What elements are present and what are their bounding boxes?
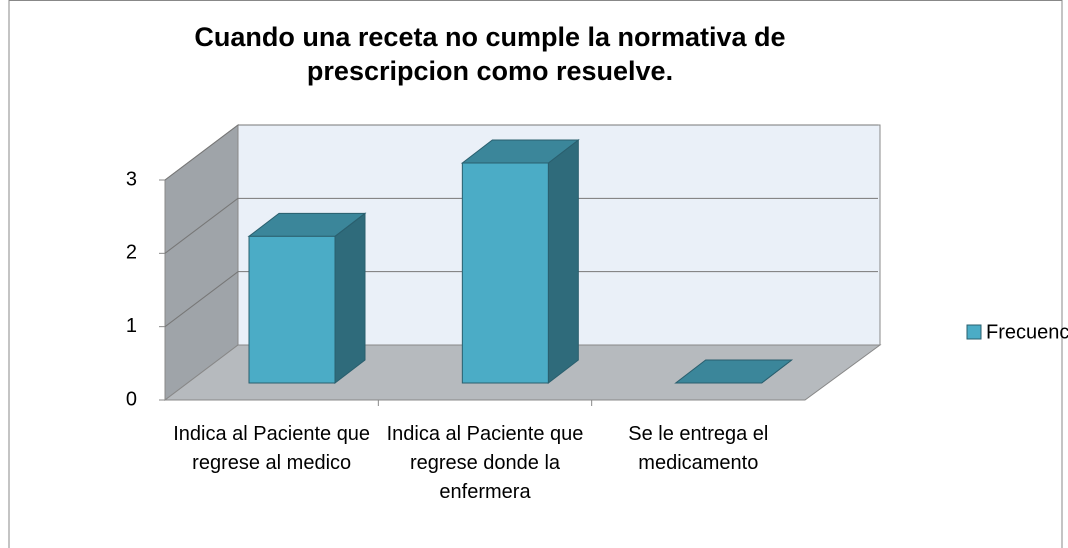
- bar: [248, 235, 336, 384]
- grid-line: [164, 271, 239, 328]
- bar: [461, 162, 549, 384]
- legend-swatch: [966, 324, 982, 340]
- y-tick-label: 0: [126, 388, 137, 410]
- bar-top: [674, 359, 794, 384]
- bar-side: [334, 212, 366, 385]
- chart-title: Cuando una receta no cumple la normativa…: [194, 22, 786, 86]
- y-tick-label: 2: [126, 242, 137, 264]
- y-tick-label: 1: [126, 315, 137, 337]
- grid-line: [164, 124, 239, 181]
- bar-side: [547, 138, 579, 385]
- chart-border: [8, 0, 1063, 548]
- x-tick-label: Indica al Paciente que regrese donde la …: [386, 423, 584, 503]
- legend-label: Frecuencia: [986, 321, 1068, 343]
- grid-line: [164, 197, 239, 254]
- x-tick-label: Indica al Paciente que regrese al medico: [173, 423, 371, 474]
- x-tick-label: Se le entrega el medicamento: [628, 423, 769, 474]
- y-tick-label: 3: [126, 168, 137, 190]
